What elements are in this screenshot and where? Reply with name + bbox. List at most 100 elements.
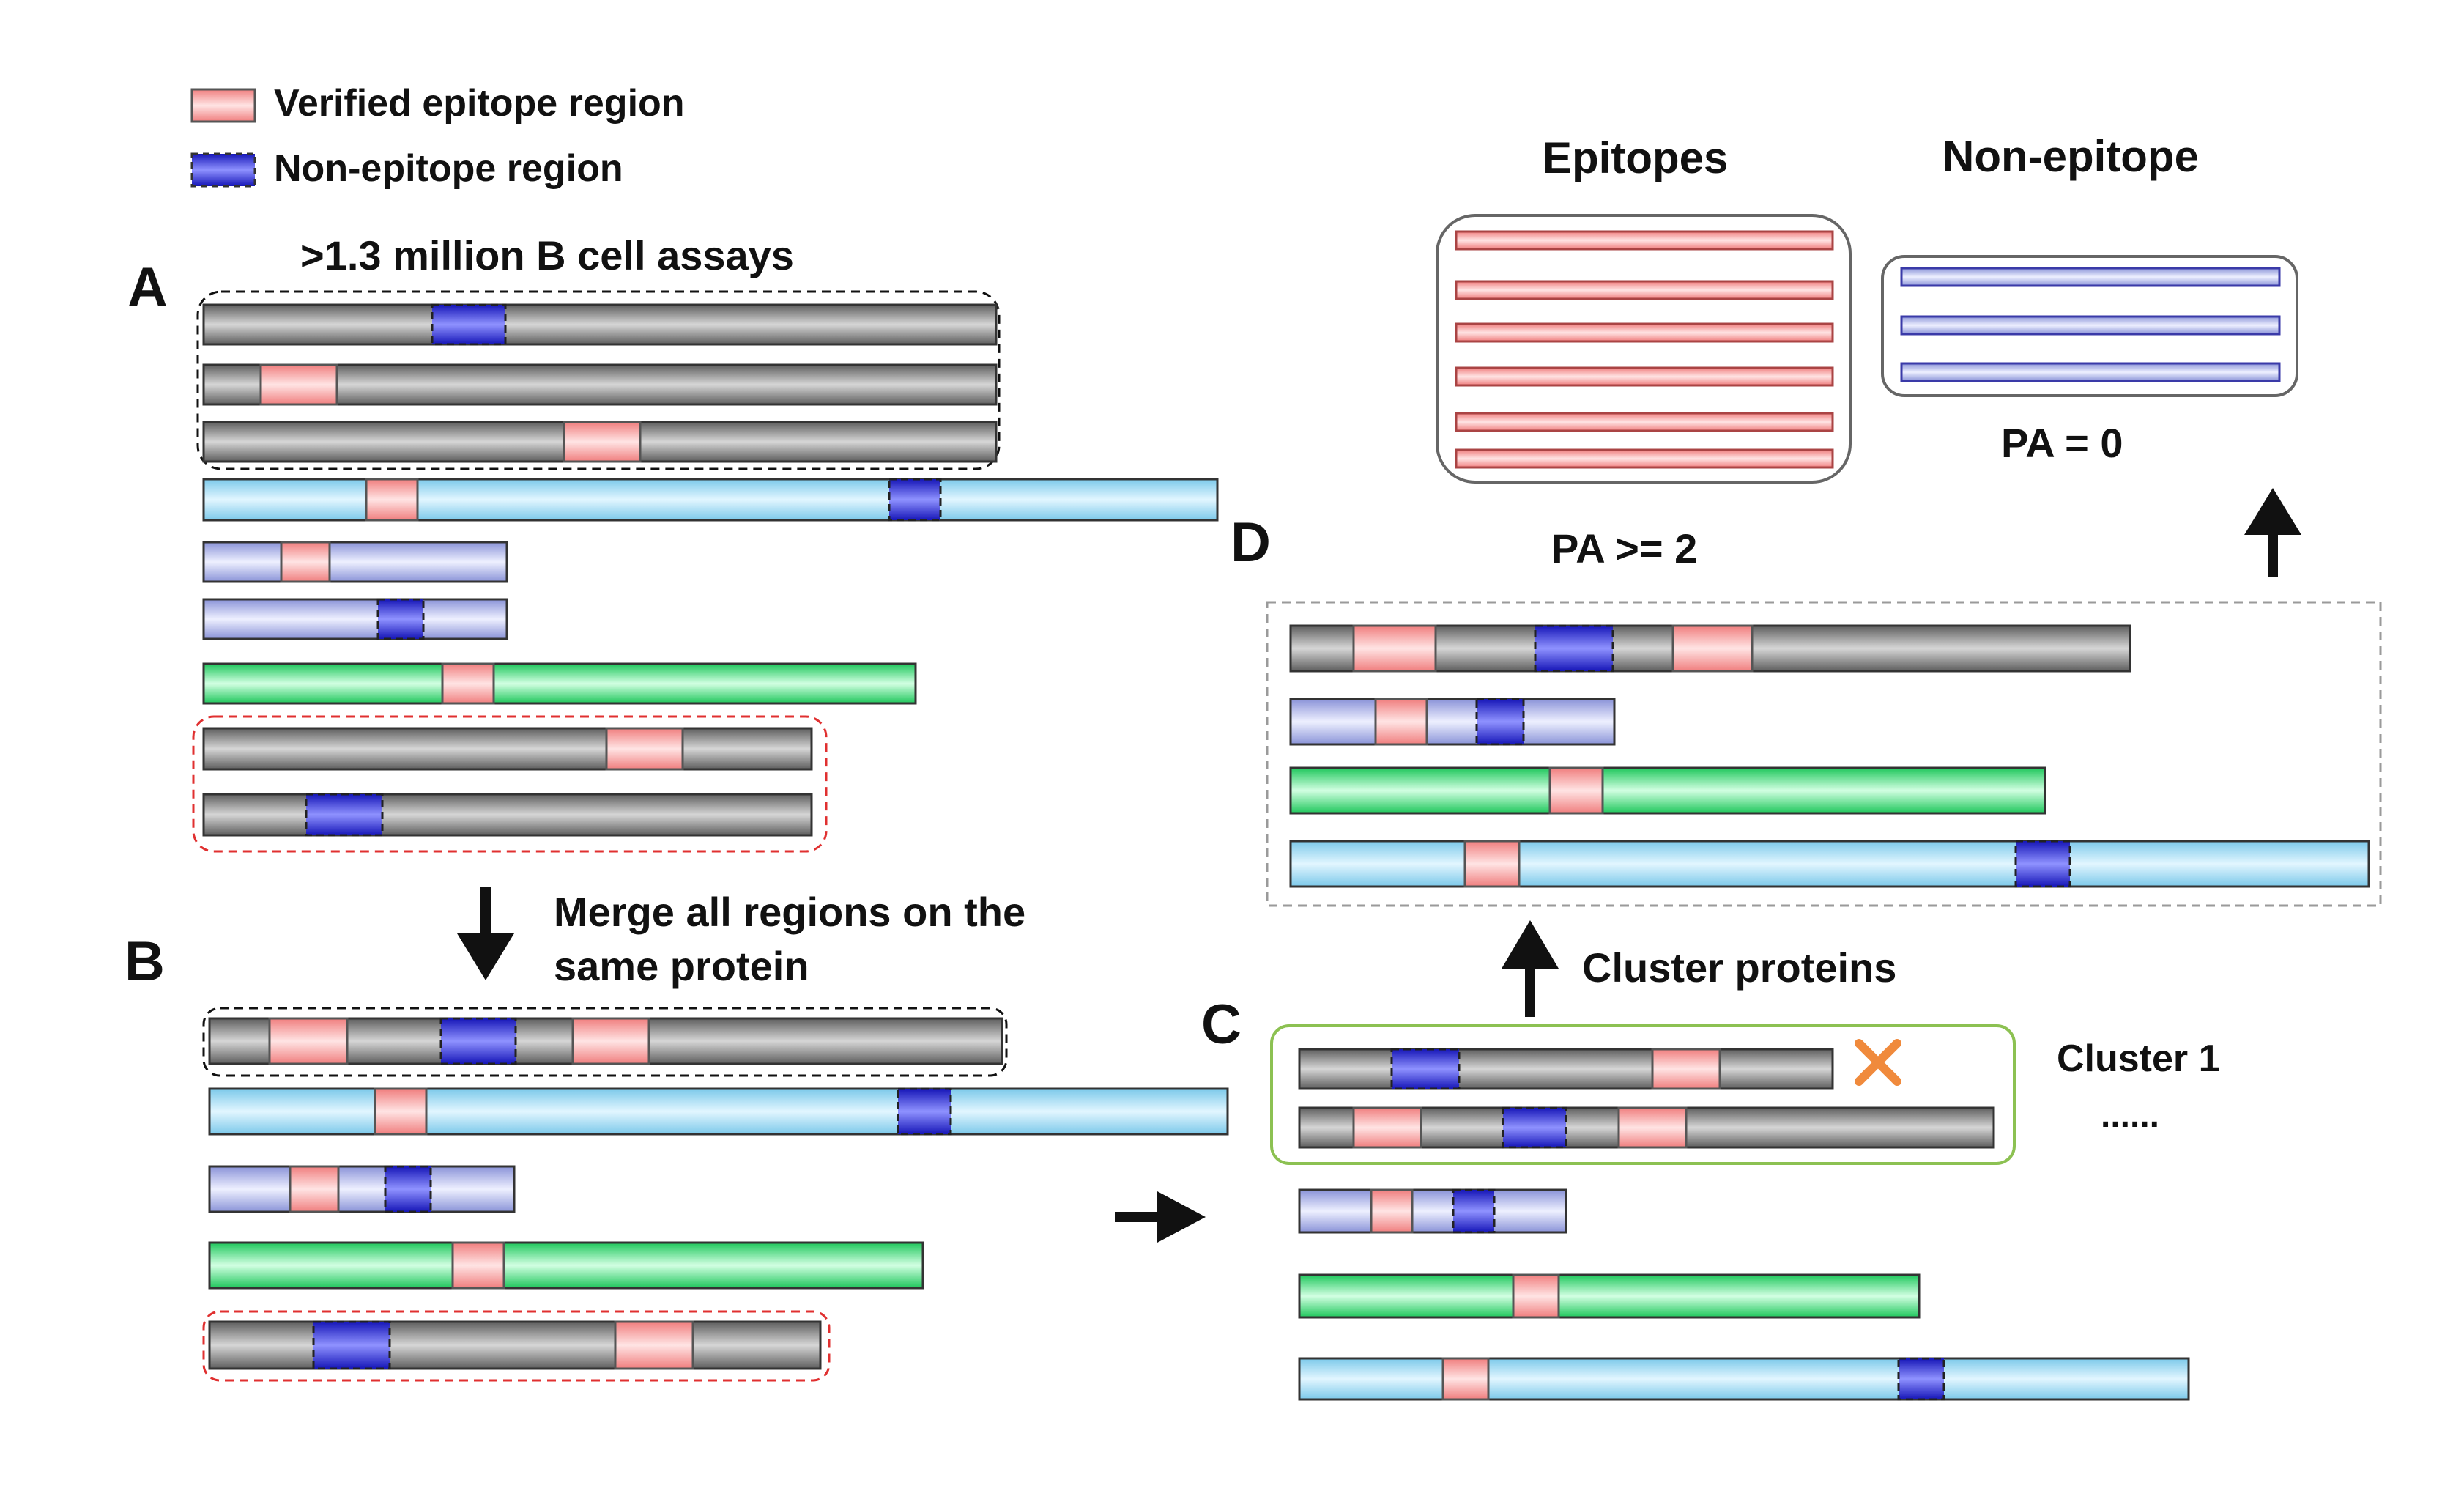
epitope-set-box: [1436, 214, 1852, 484]
nonepitope-region: [1390, 1048, 1461, 1090]
protein-bar-c-2: [1298, 1106, 1995, 1149]
epitope-region: [1617, 1106, 1688, 1149]
panel-b-letter: B: [125, 931, 165, 993]
protein-bar-b-3: [208, 1165, 516, 1213]
protein-body: [208, 1241, 924, 1290]
nonepitope-region: [2014, 840, 2071, 888]
legend: Verified epitope region Non-epitope regi…: [190, 82, 685, 190]
protein-bar-d-1: [1289, 624, 2131, 673]
protein-bar-a-7: [202, 662, 917, 705]
epitope-region: [1352, 1106, 1422, 1149]
legend-epitope-label: Verified epitope region: [274, 82, 685, 125]
epitope-region: [614, 1320, 694, 1370]
legend-nonepitope-swatch: [190, 152, 256, 188]
protein-body: [202, 478, 1219, 522]
protein-bar-c-5: [1298, 1357, 2190, 1401]
protein-body: [1298, 1188, 1567, 1234]
protein-bar-d-4: [1289, 840, 2370, 888]
protein-bar-d-3: [1289, 766, 2046, 815]
epitope-region: [1463, 840, 1521, 888]
protein-body: [1298, 1273, 1921, 1319]
nonepitope-region: [439, 1017, 517, 1065]
protein-body: [202, 598, 508, 640]
nonepitope-region: [431, 303, 507, 346]
nonepitope-region: [1502, 1106, 1567, 1149]
protein-body: [1289, 840, 2370, 888]
pa-epitope-threshold: PA >= 2: [1551, 525, 1697, 571]
epitope-region: [1512, 1273, 1560, 1319]
protein-body: [202, 727, 813, 771]
epitope-region: [1374, 698, 1428, 746]
epitope-region: [1352, 624, 1437, 673]
protein-sequences: [202, 230, 2370, 1401]
cluster-step-label: Cluster proteins: [1582, 944, 1896, 991]
panel-b-black-group-box: [202, 1007, 1008, 1077]
cluster-1-label: Cluster 1: [2057, 1037, 2220, 1080]
protein-body: [208, 1165, 516, 1213]
protein-body: [1289, 766, 2046, 815]
epitope-region: [1370, 1188, 1414, 1234]
protein-bar-d-2: [1289, 698, 1616, 746]
epitope-region: [365, 478, 419, 522]
down-arrow-merge: [457, 887, 514, 980]
protein-body: [1298, 1357, 2190, 1401]
nonepitope-region: [1534, 624, 1614, 673]
protein-bar-b-2: [208, 1087, 1229, 1136]
epitope-sequence-line: [1455, 280, 1834, 300]
protein-bar-b-1: [208, 1017, 1003, 1065]
epitope-region: [280, 541, 331, 583]
legend-nonepitope-label: Non-epitope region: [274, 147, 623, 190]
right-arrow-to-cluster: [1115, 1191, 1206, 1243]
protein-bar-a-3: [202, 421, 998, 463]
nonepitope-region: [305, 793, 384, 837]
protein-bar-a-5: [202, 541, 508, 583]
up-arrow-classify: [2244, 488, 2301, 577]
epitope-region: [441, 662, 495, 705]
nonepitope-region: [1475, 698, 1525, 746]
protein-bar-c-3: [1298, 1188, 1567, 1234]
epitope-sequence-line: [1455, 322, 1834, 343]
epitope-region: [571, 1017, 650, 1065]
merge-step-line-2: same protein: [554, 943, 809, 989]
epitope-region: [1441, 1357, 1490, 1401]
protein-bar-c-1: [1298, 1048, 1834, 1090]
epitope-sequence-line: [1455, 412, 1834, 432]
protein-body: [202, 541, 508, 583]
up-arrow-cluster: [1502, 920, 1559, 1017]
nonepitope-region: [1897, 1357, 1945, 1401]
epitope-region: [605, 727, 684, 771]
epitope-sequence-line: [1455, 448, 1834, 469]
epitope-region: [268, 1017, 349, 1065]
nonepitope-region: [384, 1165, 432, 1213]
protein-body: [202, 303, 998, 346]
epitope-sequence-line: [1455, 366, 1834, 387]
panel-d-merged-group-box: [1266, 601, 2382, 907]
pa-nonepitope-threshold: PA = 0: [2001, 420, 2123, 466]
panel-c-letter: C: [1201, 994, 1242, 1056]
cluster-1-box: [1270, 1024, 2016, 1165]
protein-bar-c-4: [1298, 1273, 1921, 1319]
epitope-region: [563, 421, 642, 463]
panel-d-letter: D: [1231, 511, 1271, 574]
protein-bar-a-1: [202, 303, 998, 346]
nonepitope-sequence-line: [1900, 315, 2281, 336]
protein-body: [1289, 698, 1616, 746]
protein-bar-a-4: [202, 478, 1219, 522]
panel-a-red-group-box: [192, 715, 828, 853]
protein-bar-b-5: [208, 1320, 822, 1370]
epitope-region: [1671, 624, 1754, 673]
nonepitope-set-box: [1881, 255, 2298, 397]
merge-step-line-1: Merge all regions on the: [554, 889, 1025, 935]
protein-bar-a-6: [202, 598, 508, 640]
epitopes-title: Epitopes: [1543, 133, 1728, 182]
protein-bar-b-4: [208, 1241, 924, 1290]
epitope-sequence-line: [1455, 230, 1834, 251]
nonepitope-region: [312, 1320, 391, 1370]
nonepitope-region: [376, 598, 425, 640]
epitope-region: [451, 1241, 505, 1290]
nonepitope-region: [1452, 1188, 1496, 1234]
panel-a-letter: A: [127, 256, 168, 319]
nonepitope-sequence-line: [1900, 362, 2281, 382]
